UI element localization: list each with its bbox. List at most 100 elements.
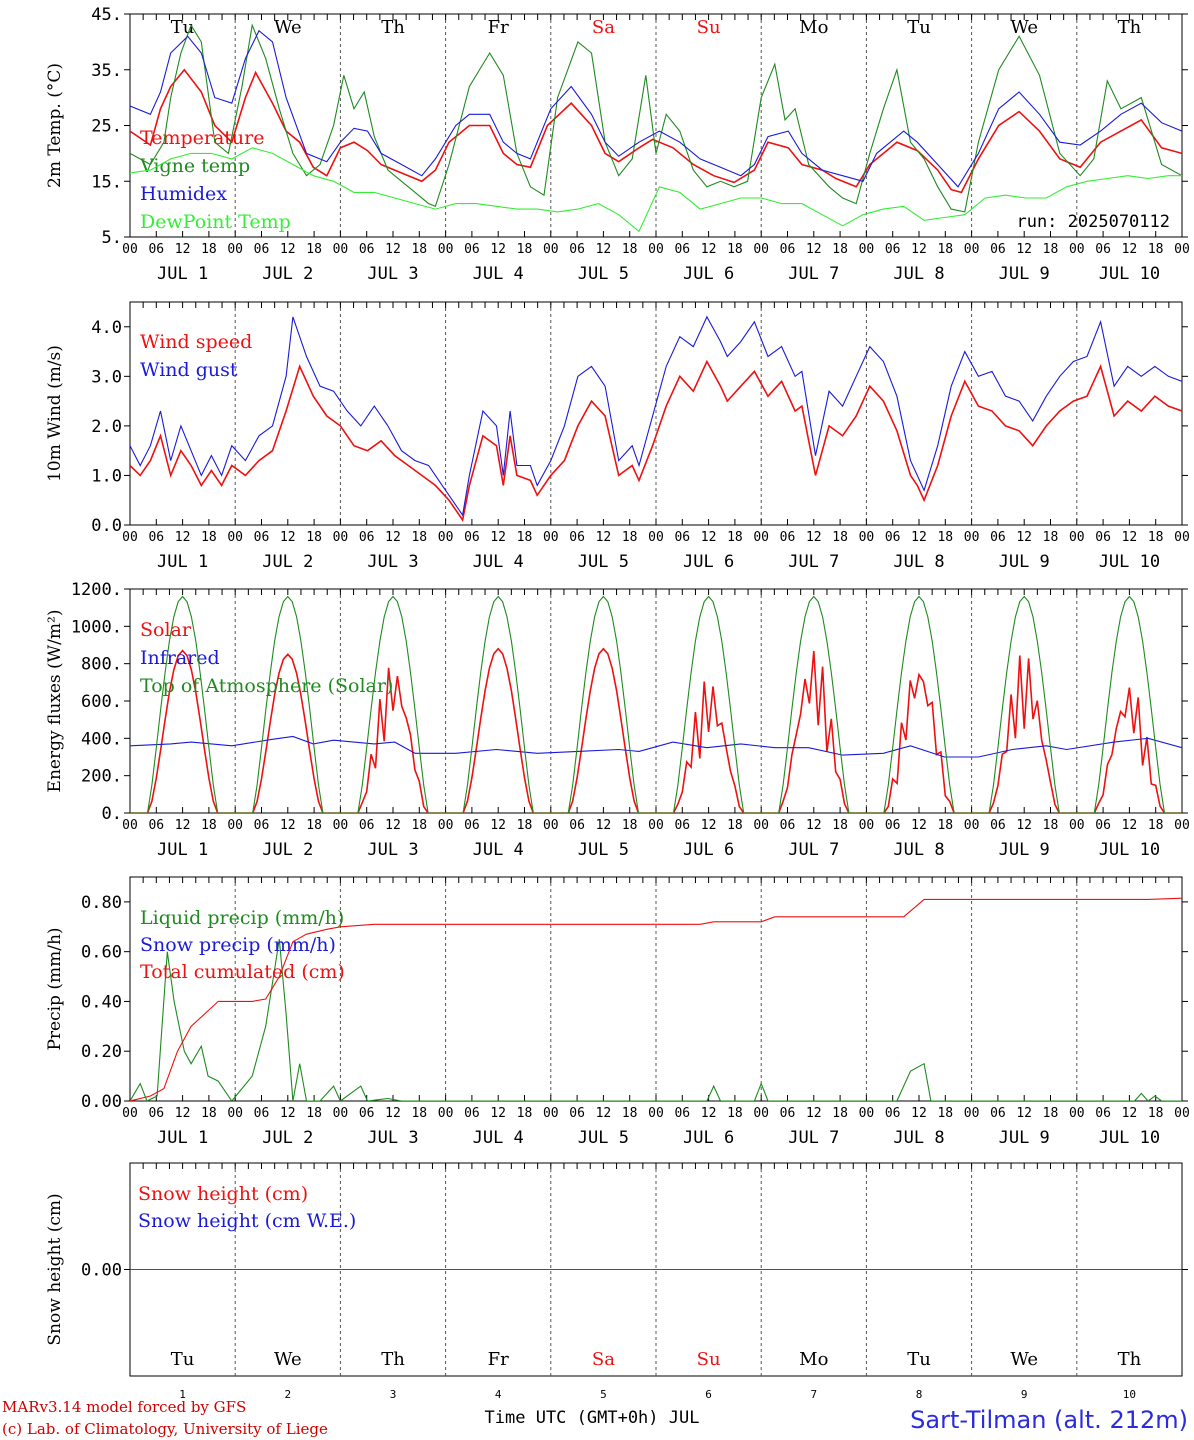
hour-tick-label: 12 [1016,242,1032,257]
date-tick-label: JUL 6 [683,552,734,572]
hour-tick-label: 12 [175,242,191,257]
hour-tick-label: 06 [569,1106,585,1121]
hour-tick-label: 00 [648,530,664,545]
hour-tick-label: 18 [832,530,848,545]
weekday-label: Tu [171,17,195,38]
date-tick-label: JUL 10 [1099,1128,1160,1148]
day-number-label: 5 [600,1388,607,1401]
date-tick-label: JUL 2 [262,1128,313,1148]
y-tick-label: 1000. [71,617,122,637]
hour-tick-label: 06 [254,242,270,257]
hour-tick-label: 06 [674,242,690,257]
day-number-label: 7 [810,1388,817,1401]
date-tick-label: JUL 7 [788,1128,839,1148]
hour-tick-label: 00 [438,530,454,545]
hour-tick-label: 06 [1095,530,1111,545]
hour-tick-label: 18 [832,1106,848,1121]
plot-frame [129,588,1183,814]
hour-tick-label: 12 [1016,1106,1032,1121]
hour-tick-label: 18 [306,530,322,545]
hour-tick-label: 06 [254,818,270,833]
hour-tick-label: 18 [517,530,533,545]
date-tick-label: JUL 8 [893,1128,944,1148]
legend-entry: Top of Atmosphere (Solar) [140,675,393,697]
hour-tick-label: 00 [753,242,769,257]
series-line [130,595,1182,813]
hour-tick-label: 06 [780,242,796,257]
hour-tick-label: 00 [333,1106,349,1121]
y-tick-label: 1.0 [91,466,122,486]
hour-tick-label: 18 [411,242,427,257]
hour-tick-label: 00 [1069,818,1085,833]
hour-tick-label: 00 [648,1106,664,1121]
y-tick-label: 200. [81,767,122,787]
day-number-label: 8 [916,1388,923,1401]
hour-tick-label: 00 [227,818,243,833]
date-tick-label: JUL 5 [578,840,629,860]
hour-tick-label: 18 [622,242,638,257]
date-tick-label: JUL 4 [473,552,524,572]
date-tick-label: JUL 6 [683,840,734,860]
date-tick-label: JUL 5 [578,1128,629,1148]
weekday-label: Th [1118,17,1142,38]
hour-tick-label: 00 [122,242,138,257]
hour-tick-label: 18 [937,1106,953,1121]
panel-4: 0.00 0.20 0.40 0.60 0.80 Precip (mm/h) 00 06 12 1… [45,876,1190,1148]
hour-tick-label: 12 [490,530,506,545]
y-tick-label: 600. [81,692,122,712]
panels: 5. 15. 25. 35. 45. 2m Temp. (°C) Tu We Th Fr Sa Su M… [45,5,1190,1401]
hour-tick-label: 06 [780,1106,796,1121]
hour-tick-label: 18 [411,1106,427,1121]
hour-tick-label: 12 [1016,530,1032,545]
hour-tick-label: 00 [1174,1106,1190,1121]
hour-tick-label: 12 [385,530,401,545]
hour-tick-label: 06 [569,242,585,257]
hour-tick-label: 00 [543,818,559,833]
y-tick-label: 0.40 [81,992,122,1012]
y-tick-label: 0.20 [81,1042,122,1062]
weekday-label: Th [1118,1349,1142,1370]
hour-tick-label: 06 [1095,818,1111,833]
hour-tick-label: 18 [411,530,427,545]
footer: MARv3.14 model forced by GFS (c) Lab. of… [2,1398,1188,1438]
hour-tick-label: 06 [359,530,375,545]
weekday-label: We [1010,1349,1038,1370]
series-line [130,147,1182,233]
hour-tick-label: 00 [964,818,980,833]
date-tick-label: JUL 4 [473,840,524,860]
legend-entry: Infrared [140,647,220,669]
hour-tick-label: 06 [569,530,585,545]
hour-tick-label: 00 [333,818,349,833]
date-tick-label: JUL 9 [999,552,1050,572]
hour-tick-label: 00 [438,242,454,257]
hour-tick-label: 18 [517,818,533,833]
hour-tick-label: 00 [1069,530,1085,545]
hour-tick-label: 06 [885,242,901,257]
station-title: Sart-Tilman (alt. 212m) [910,1406,1188,1434]
weekday-label: Mo [799,1349,828,1370]
day-number-label: 2 [284,1388,291,1401]
hour-tick-label: 06 [990,242,1006,257]
series-line [130,897,1182,1101]
hour-tick-label: 06 [464,242,480,257]
hour-tick-label: 12 [175,818,191,833]
hour-tick-label: 12 [490,818,506,833]
hour-tick-label: 12 [280,818,296,833]
hour-tick-label: 06 [780,530,796,545]
hour-tick-label: 00 [543,1106,559,1121]
hour-tick-label: 00 [1069,242,1085,257]
date-tick-label: JUL 5 [578,552,629,572]
hour-tick-label: 12 [490,242,506,257]
hour-tick-label: 12 [806,530,822,545]
hour-tick-label: 12 [596,1106,612,1121]
date-tick-label: JUL 4 [473,264,524,284]
hour-tick-label: 12 [911,530,927,545]
date-tick-label: JUL 3 [367,1128,418,1148]
hour-tick-label: 00 [227,530,243,545]
hour-tick-label: 06 [464,530,480,545]
y-tick-label: 3.0 [91,367,122,387]
y-tick-label: 800. [81,655,122,675]
series-line [130,735,1182,758]
hour-tick-label: 18 [832,818,848,833]
hour-tick-label: 00 [1069,1106,1085,1121]
